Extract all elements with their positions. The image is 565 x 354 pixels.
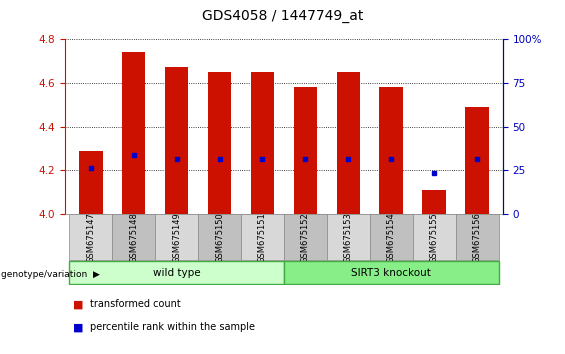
Bar [241, 214, 284, 260]
Bar [198, 214, 241, 260]
Bar [380, 87, 403, 214]
Bar [327, 214, 370, 260]
Bar [122, 52, 145, 214]
Bar [337, 72, 360, 214]
Bar [423, 190, 446, 214]
Text: genotype/variation  ▶: genotype/variation ▶ [1, 270, 100, 279]
Text: GSM675148: GSM675148 [129, 212, 138, 263]
Text: ■: ■ [73, 299, 84, 309]
Bar [79, 151, 102, 214]
Text: GSM675156: GSM675156 [472, 212, 481, 263]
Text: wild type: wild type [153, 268, 201, 278]
Text: percentile rank within the sample: percentile rank within the sample [90, 322, 255, 332]
Bar [112, 214, 155, 260]
Bar [208, 72, 231, 214]
Text: GSM675151: GSM675151 [258, 212, 267, 263]
Bar [294, 87, 317, 214]
Bar [69, 261, 284, 284]
Text: GSM675149: GSM675149 [172, 212, 181, 263]
Bar [455, 214, 498, 260]
Text: transformed count: transformed count [90, 299, 181, 309]
Text: GSM675150: GSM675150 [215, 212, 224, 263]
Bar [155, 214, 198, 260]
Bar [165, 67, 188, 214]
Text: GSM675153: GSM675153 [344, 212, 353, 263]
Text: ■: ■ [73, 322, 84, 332]
Text: GDS4058 / 1447749_at: GDS4058 / 1447749_at [202, 9, 363, 23]
Bar [412, 214, 455, 260]
Bar [69, 214, 112, 260]
Text: GSM675147: GSM675147 [86, 212, 95, 263]
Bar [251, 72, 274, 214]
Text: SIRT3 knockout: SIRT3 knockout [351, 268, 431, 278]
Text: GSM675154: GSM675154 [386, 212, 396, 263]
Text: GSM675152: GSM675152 [301, 212, 310, 263]
Text: GSM675155: GSM675155 [429, 212, 438, 263]
Bar [370, 214, 412, 260]
Bar [284, 261, 498, 284]
Bar [466, 107, 489, 214]
Bar [284, 214, 327, 260]
